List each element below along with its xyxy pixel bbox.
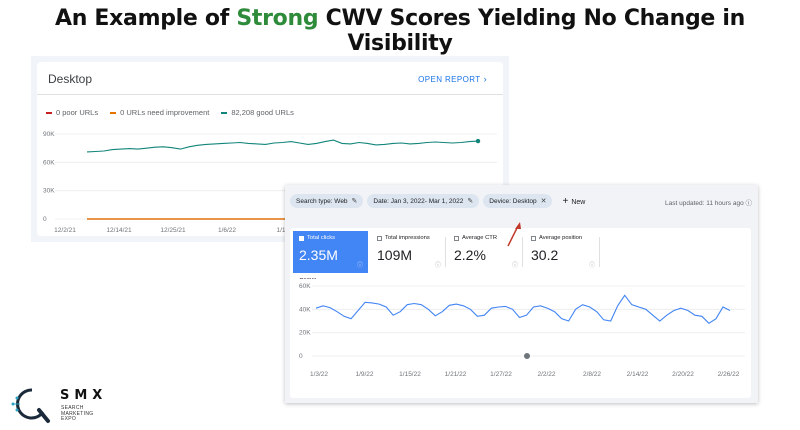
open-report-label: OPEN REPORT xyxy=(418,75,481,84)
x-tick-label: 12/14/21 xyxy=(106,227,132,234)
clicks-line-chart: 0 20K 40K 60K 1/3/22 1/9/22 1/15/22 1/21/22 1/27… xyxy=(299,278,745,378)
gsc-performance-screenshot: Search type: Web ✎ Date: Jan 3, 2022- Mar… xyxy=(285,185,758,403)
metric-value: 2.2% xyxy=(454,247,486,263)
x-tick-label: 2/14/22 xyxy=(627,371,649,378)
slide-title: An Example of Strong CWV Scores Yielding… xyxy=(0,6,800,56)
metric-average-ctr[interactable]: Average CTR 2.2% ⓘ xyxy=(448,231,523,273)
annotation-marker xyxy=(524,353,530,359)
y-axis-label: Clicks xyxy=(299,278,317,281)
y-tick-label: 60K xyxy=(299,283,311,290)
chip-label: Date: Jan 3, 2022- Mar 1, 2022 xyxy=(373,197,464,205)
title-accent: Strong xyxy=(236,6,319,31)
legend-label: 82,208 good URLs xyxy=(231,108,294,117)
legend-swatch xyxy=(46,111,52,114)
series-line xyxy=(315,294,731,325)
title-suffix: CWV Scores Yielding No Change in Visibil… xyxy=(318,6,746,56)
legend-label: 0 poor URLs xyxy=(56,108,99,117)
x-tick-label: 2/2/22 xyxy=(537,371,555,378)
smx-logo-subtitle: SEARCH MARKETING EXPO xyxy=(61,405,94,423)
chip-label: Device: Desktop xyxy=(489,197,537,205)
smx-logo-text: SMX xyxy=(60,388,108,403)
cwv-screenshot: Desktop OPEN REPORT › 0 poor URLs 0 URLs … xyxy=(31,56,509,242)
help-icon[interactable]: ⓘ xyxy=(434,263,441,269)
last-updated: Last updated: 11 hours ago ⓘ xyxy=(665,197,752,207)
x-tick-label: 1/9/22 xyxy=(355,371,373,378)
pencil-icon: ✎ xyxy=(351,198,358,205)
divider xyxy=(599,237,600,267)
x-tick-label: 1/1 xyxy=(276,227,285,234)
y-tick-label: 90K xyxy=(43,131,55,138)
help-icon[interactable]: ⓘ xyxy=(511,263,518,269)
divider xyxy=(445,237,446,267)
chevron-right-icon: › xyxy=(483,74,487,84)
open-report-link[interactable]: OPEN REPORT › xyxy=(418,74,487,84)
series-line xyxy=(86,139,479,153)
metric-total-clicks[interactable]: Total clicks 2.35M ⓘ xyxy=(293,231,368,273)
cwv-header: Desktop xyxy=(48,72,93,86)
x-tick-label: 12/25/21 xyxy=(160,227,186,234)
filter-chip-search-type[interactable]: Search type: Web ✎ xyxy=(290,194,364,208)
metric-label: Average position xyxy=(539,235,583,241)
filter-chip-device[interactable]: Device: Desktop ✕ xyxy=(483,194,553,208)
legend-swatch xyxy=(221,111,228,114)
filter-chip-date[interactable]: Date: Jan 3, 2022- Mar 1, 2022 ✎ xyxy=(367,194,480,208)
legend-poor: 0 poor URLs xyxy=(46,108,98,117)
x-tick-label: 1/15/22 xyxy=(399,371,421,378)
y-tick-label: 20K xyxy=(299,330,311,337)
series-end-point xyxy=(475,138,481,144)
metric-label: Total impressions xyxy=(385,235,430,241)
logo-sub-line: EXPO xyxy=(61,416,77,422)
divider xyxy=(37,94,503,95)
legend-good: 82,208 good URLs xyxy=(221,108,294,117)
metric-value: 30.2 xyxy=(531,247,559,263)
metric-label: Average CTR xyxy=(462,235,498,241)
metric-value: 109M xyxy=(377,247,413,263)
logo-sub-line: SEARCH xyxy=(61,405,84,411)
x-tick-label: 12/2/21 xyxy=(54,227,76,234)
x-tick-label: 2/20/22 xyxy=(672,371,694,378)
filter-bar: Search type: Web ✎ Date: Jan 3, 2022- Mar… xyxy=(290,194,585,208)
y-tick-label: 30K xyxy=(43,188,55,195)
y-tick-label: 0 xyxy=(43,216,47,223)
plus-icon: + xyxy=(562,195,569,207)
checkbox-icon xyxy=(531,235,536,241)
pencil-icon: ✎ xyxy=(467,198,474,205)
x-tick-label: 1/6/22 xyxy=(218,227,236,234)
metric-value: 2.35M xyxy=(299,247,338,263)
metric-label: Total clicks xyxy=(307,235,336,241)
metric-average-position[interactable]: Average position 30.2 ⓘ xyxy=(525,231,600,273)
x-tick-label: 1/3/22 xyxy=(310,371,328,378)
close-icon[interactable]: ✕ xyxy=(540,198,547,205)
x-tick-label: 1/21/22 xyxy=(445,371,467,378)
cwv-legend: 0 poor URLs 0 URLs need improvement 82,2… xyxy=(46,108,294,117)
arrow-icon xyxy=(507,222,521,247)
y-tick-label: 60K xyxy=(43,159,55,166)
x-tick-label: 2/8/22 xyxy=(583,371,601,378)
help-icon[interactable]: ⓘ xyxy=(356,263,363,269)
checkbox-icon xyxy=(299,235,304,241)
legend-swatch xyxy=(110,111,117,114)
x-tick-label: 2/26/22 xyxy=(718,371,740,378)
logo-sub-line: MARKETING xyxy=(61,410,94,417)
chip-label: Search type: Web xyxy=(296,197,348,205)
metric-total-impressions[interactable]: Total impressions 109M ⓘ xyxy=(371,231,446,273)
legend-needs-improvement: 0 URLs need improvement xyxy=(110,108,209,117)
title-prefix: An Example of xyxy=(54,6,237,31)
performance-card: Total clicks 2.35M ⓘ Total impressions 1… xyxy=(290,228,751,398)
new-filter-button[interactable]: + New xyxy=(562,196,585,207)
last-updated-text: Last updated: 11 hours ago xyxy=(665,200,744,207)
checkbox-icon xyxy=(454,235,459,241)
smx-logo-icon xyxy=(11,388,50,423)
x-tick-label: 1/27/22 xyxy=(490,371,512,378)
divider xyxy=(522,237,523,267)
y-tick-label: 40K xyxy=(299,306,311,313)
new-label: New xyxy=(571,198,586,206)
checkbox-icon xyxy=(377,235,382,241)
legend-label: 0 URLs need improvement xyxy=(120,108,210,117)
y-tick-label: 0 xyxy=(299,353,303,360)
help-icon[interactable]: ⓘ xyxy=(745,200,753,207)
help-icon[interactable]: ⓘ xyxy=(588,263,595,269)
